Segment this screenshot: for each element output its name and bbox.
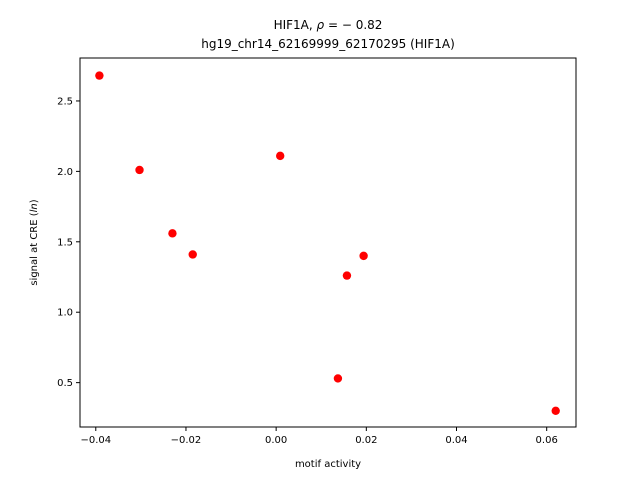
y-axis-ticks: 0.5 1.0 1.5 2.0 2.5 [57, 96, 80, 389]
y-tick-label: 0.5 [57, 378, 73, 389]
data-points [95, 71, 560, 415]
data-point [342, 271, 352, 280]
data-point [359, 251, 368, 261]
x-tick-label: 0.02 [355, 435, 377, 446]
plot-frame [79, 57, 577, 428]
data-point [188, 250, 197, 259]
y-tick-label: 2.0 [57, 167, 73, 178]
y-label-suffix: ) [29, 199, 40, 203]
data-point [168, 229, 177, 238]
y-axis-label: signal at CRE (ln) [29, 199, 40, 285]
y-label-italic: ln [29, 203, 40, 212]
x-tick-label: −0.04 [80, 435, 111, 446]
x-axis-ticks: −0.04 −0.02 0.00 0.02 0.04 0.06 [80, 427, 558, 446]
title-rho-value: = − 0.82 [324, 18, 382, 32]
title-prefix: HIF1A, [274, 18, 317, 32]
data-point [95, 71, 104, 80]
y-label-prefix: signal at CRE ( [29, 212, 40, 285]
data-point [551, 406, 560, 415]
data-point [135, 165, 144, 175]
y-tick-label: 2.5 [57, 96, 73, 107]
x-tick-label: −0.02 [171, 435, 202, 446]
data-point [276, 151, 285, 161]
data-point [333, 374, 343, 383]
y-tick-label: 1.0 [57, 308, 73, 319]
x-axis-label: motif activity [295, 459, 361, 470]
chart-title-line2: hg19_chr14_62169999_62170295 (HIF1A) [201, 37, 455, 51]
title-rho-symbol: ρ [317, 18, 325, 32]
chart-title: HIF1A, ρ = − 0.82 hg19_chr14_62169999_62… [201, 18, 455, 51]
y-tick-label: 1.5 [57, 237, 73, 248]
x-tick-label: 0.00 [265, 435, 287, 446]
x-tick-label: 0.04 [445, 435, 467, 446]
chart-title-line1: HIF1A, ρ = − 0.82 [274, 18, 383, 32]
x-tick-label: 0.06 [536, 435, 558, 446]
